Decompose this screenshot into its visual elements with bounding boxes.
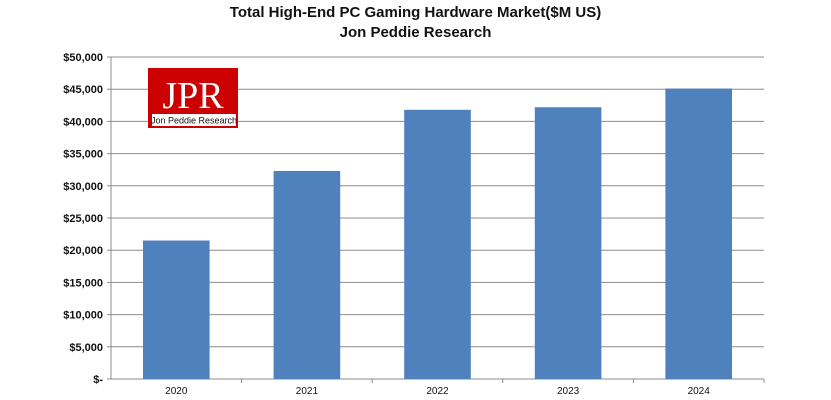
logo-subtext-band [152,114,236,126]
y-tick-label: $40,000 [63,116,103,128]
bars [142,88,733,380]
y-tick-label: $20,000 [63,245,103,257]
y-tick-label: $5,000 [69,342,103,354]
y-tick-label: $30,000 [63,181,103,193]
x-tick-label: 2024 [688,386,711,397]
x-tick-labels: 2020 2021 2022 2023 2024 [165,386,710,397]
y-tick-labels: $- $5,000 $10,000 $15,000 $20,000 $25,000 $30,… [63,52,103,386]
y-tick-label: $45,000 [63,84,103,96]
bar-2022 [404,109,471,380]
logo-main-text: JPR [162,75,224,117]
y-tick-label: $35,000 [63,149,103,161]
jpr-logo: JPR Jon Peddie Research [148,68,238,128]
y-tick-label: $10,000 [63,310,103,322]
bar-2021 [273,170,341,379]
bar-2024 [665,88,733,379]
y-tick-label: $- [93,374,103,386]
x-tick-label: 2023 [557,386,580,397]
y-tick-label: $15,000 [63,277,103,289]
bar-2020 [142,240,210,379]
bar-2023 [534,107,602,380]
x-tick-label: 2022 [426,386,449,397]
logo-sub-text: Jon Peddie Research [151,116,237,126]
y-tick-label: $50,000 [63,52,103,64]
x-tick-label: 2020 [165,386,188,397]
chart-subtitle: Jon Peddie Research [339,24,492,41]
x-tick-label: 2021 [296,386,319,397]
chart-title: Total High-End PC Gaming Hardware Market… [229,4,602,21]
y-tick-label: $25,000 [63,213,103,225]
